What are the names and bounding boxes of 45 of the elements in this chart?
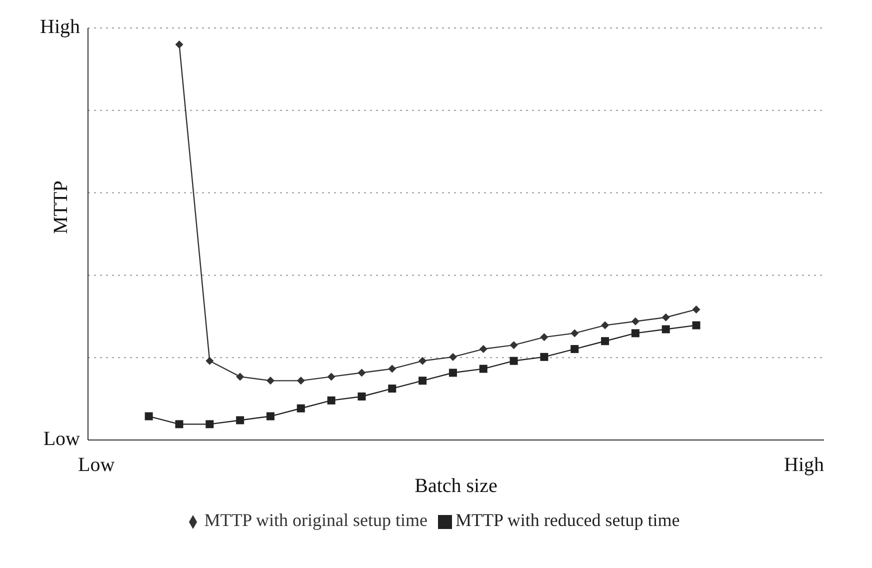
point: [570, 329, 579, 338]
legend-label: MTTP with original setup time: [204, 510, 428, 530]
point: [327, 396, 336, 404]
point: [358, 392, 366, 400]
point: [388, 384, 396, 393]
point: [662, 325, 670, 334]
point: [692, 321, 700, 330]
point: [296, 376, 305, 385]
text: High: [783, 454, 824, 477]
text: Low: [42, 428, 80, 451]
point: [206, 420, 214, 428]
point: [570, 345, 579, 354]
point: [327, 372, 336, 381]
point: [296, 404, 305, 412]
legend-label: MTTP with reduced setup time: [456, 510, 680, 530]
point: [540, 333, 548, 342]
point: [631, 317, 640, 326]
point: [662, 313, 670, 322]
point: [601, 337, 610, 346]
point: [479, 364, 488, 373]
x-axis-title: Batch size: [414, 475, 498, 497]
point: [358, 368, 366, 377]
point: [692, 305, 700, 314]
point: [601, 321, 610, 330]
point: [418, 376, 427, 385]
point: [236, 372, 244, 381]
point: [418, 356, 427, 365]
text: High: [39, 16, 80, 39]
point: [479, 345, 488, 354]
point: [448, 368, 457, 377]
point: [631, 329, 640, 338]
point: [206, 356, 214, 365]
y-axis-title: MTTP: [50, 180, 72, 234]
point: [266, 412, 274, 420]
point: [236, 416, 244, 424]
point: [175, 40, 184, 48]
point: [388, 364, 396, 373]
point: [266, 376, 274, 385]
point: [144, 412, 153, 420]
point: [510, 356, 518, 365]
point: [175, 420, 184, 428]
point: [540, 352, 548, 361]
point: [510, 341, 518, 350]
text: Low: [78, 454, 116, 477]
point: [448, 352, 457, 361]
